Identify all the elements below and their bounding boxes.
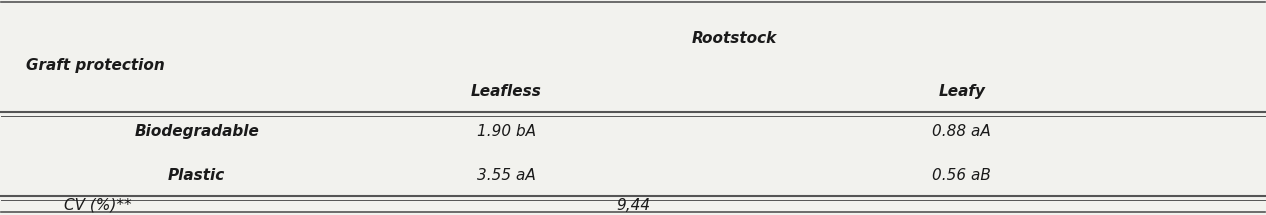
Text: 0.56 aB: 0.56 aB (932, 168, 991, 183)
Text: 0.88 aA: 0.88 aA (933, 124, 991, 139)
Text: Plastic: Plastic (168, 168, 225, 183)
Text: 9,44: 9,44 (617, 198, 649, 213)
Text: Biodegradable: Biodegradable (134, 124, 260, 139)
Text: Leafless: Leafless (471, 84, 542, 99)
Text: CV (%)**: CV (%)** (63, 198, 132, 213)
Text: Graft protection: Graft protection (27, 58, 165, 73)
Text: Rootstock: Rootstock (691, 31, 777, 46)
Text: Leafy: Leafy (938, 84, 985, 99)
Text: 3.55 aA: 3.55 aA (477, 168, 536, 183)
Text: 1.90 bA: 1.90 bA (477, 124, 536, 139)
